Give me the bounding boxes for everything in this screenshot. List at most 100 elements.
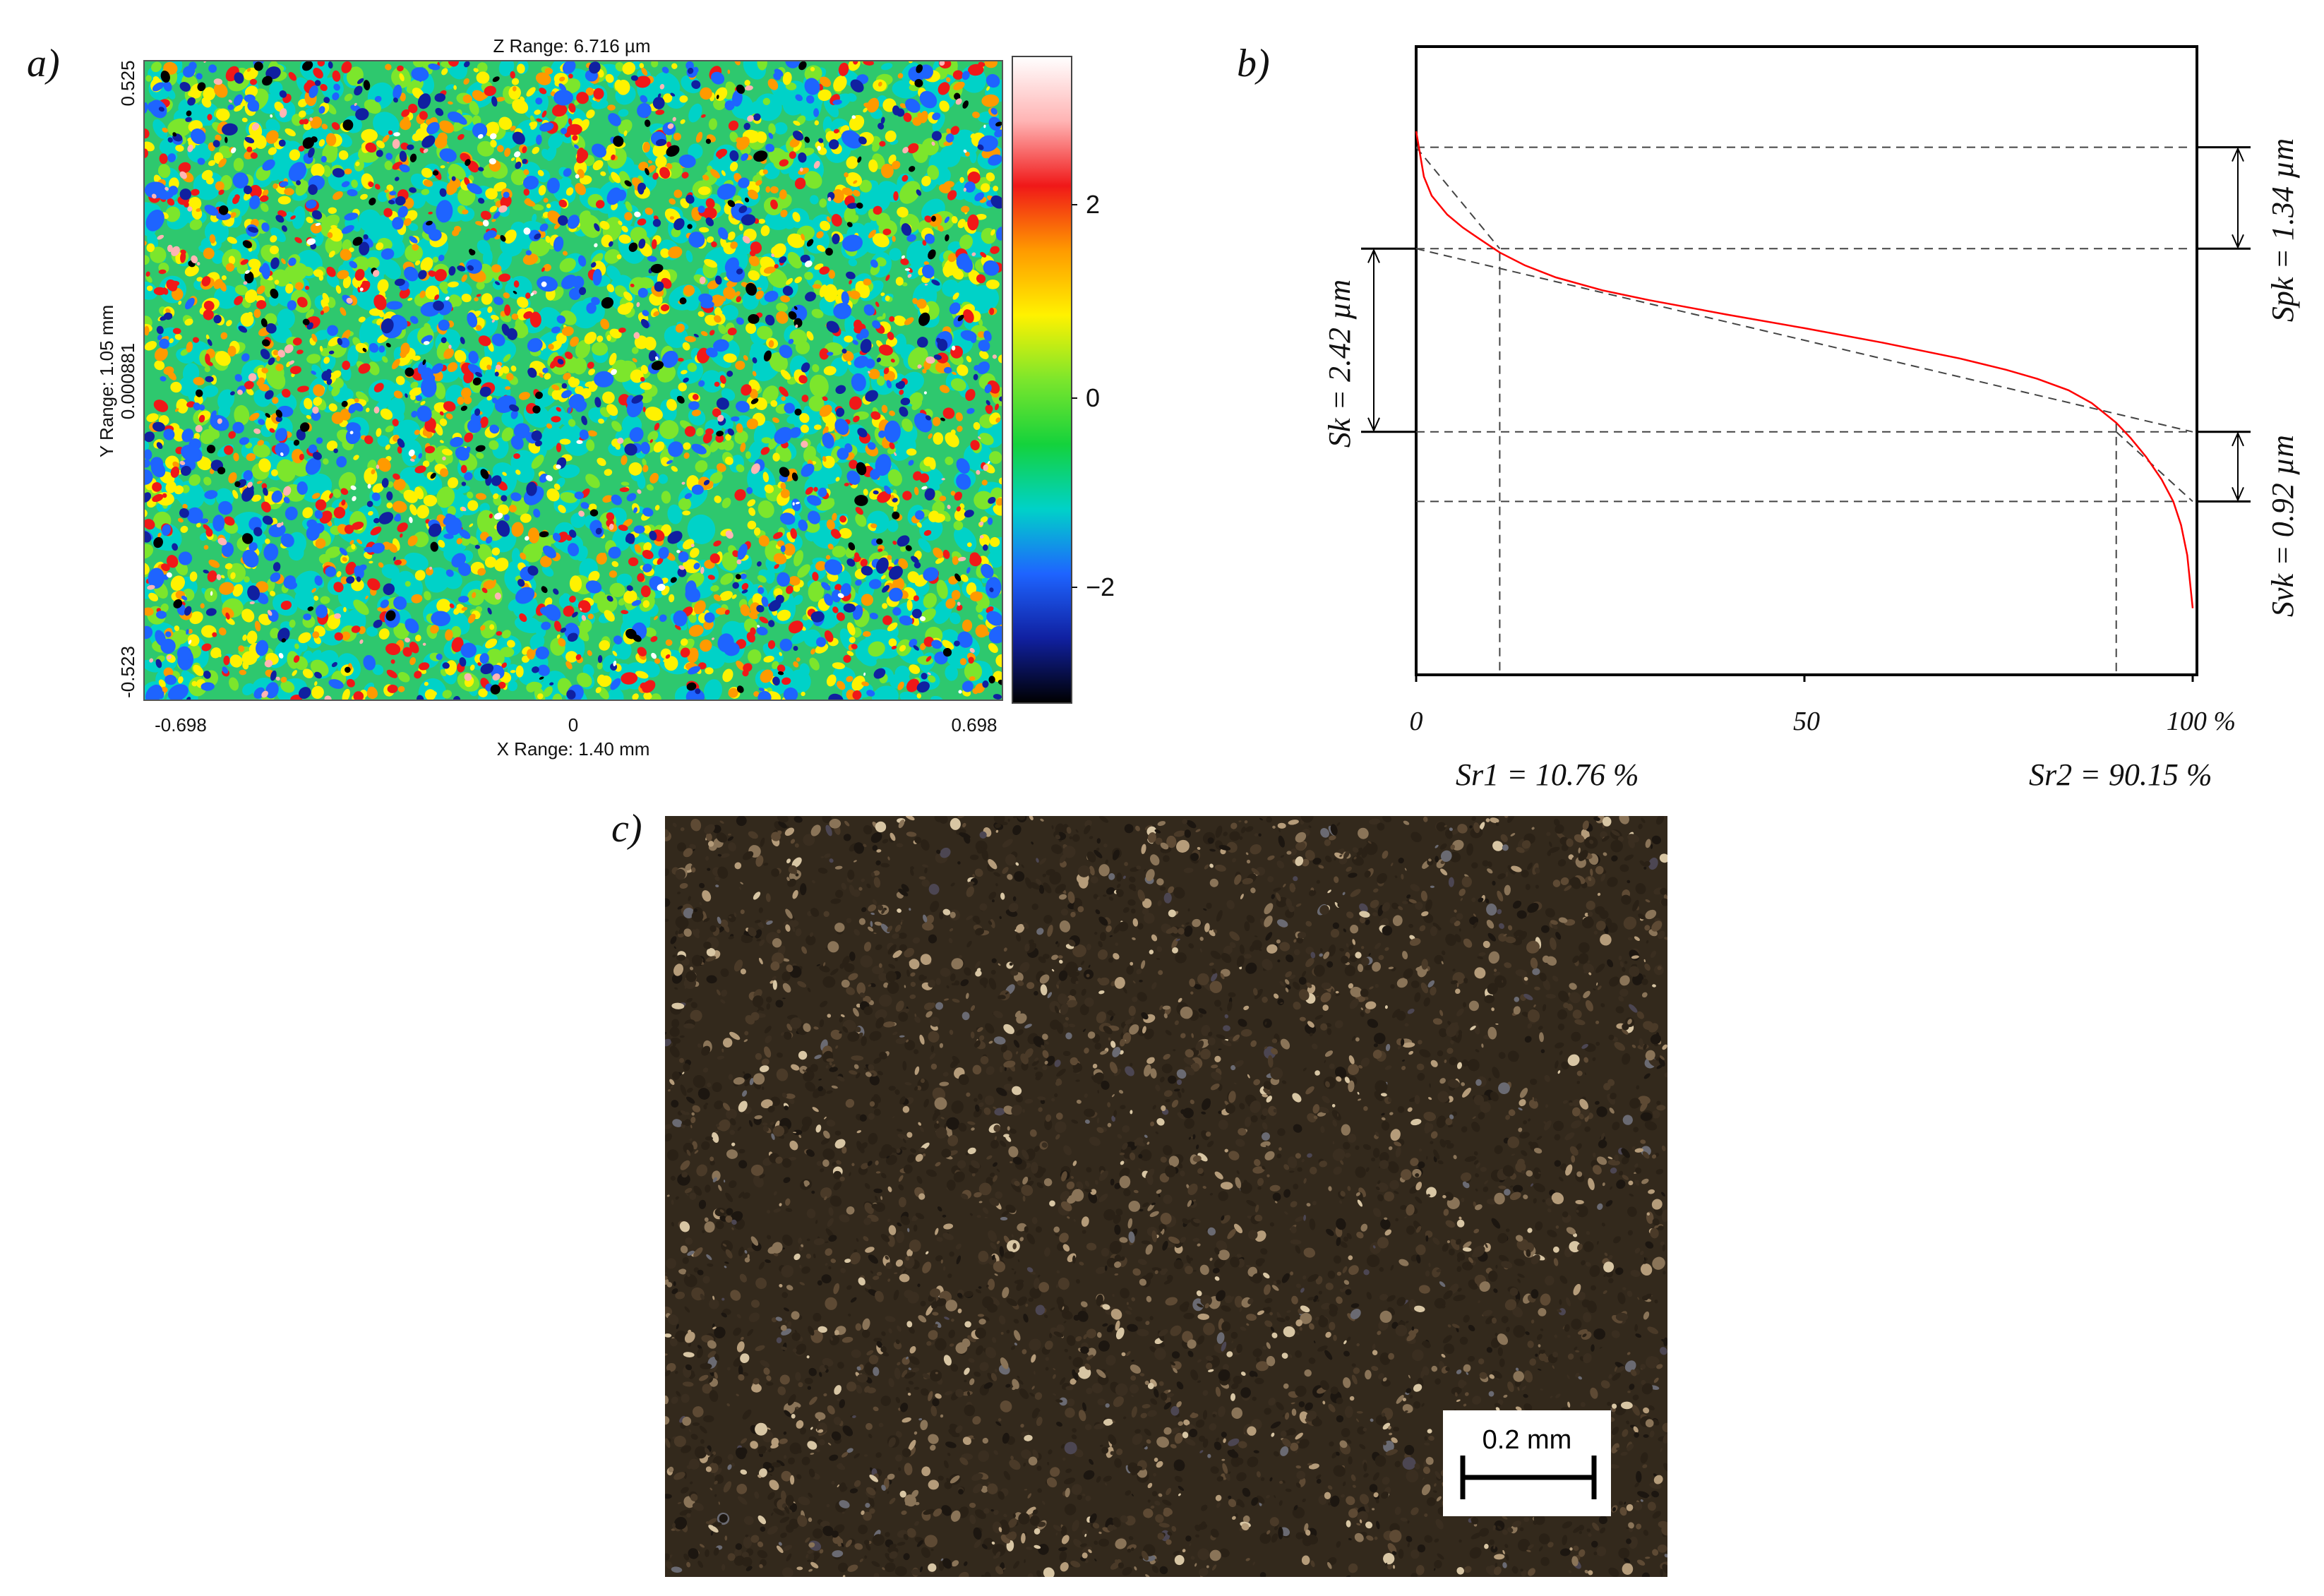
heatmap-cell	[882, 313, 886, 320]
heatmap-cell	[804, 171, 822, 189]
heatmap-cell	[597, 335, 604, 342]
heatmap-cell	[292, 205, 306, 229]
heatmap-cell	[525, 445, 547, 467]
heatmap-cell	[234, 104, 244, 112]
heatmap-cell	[170, 575, 185, 591]
heatmap-cell	[599, 220, 610, 230]
heatmap-cell	[326, 440, 338, 451]
heatmap-cell	[189, 611, 203, 625]
heatmap-cell	[436, 576, 450, 589]
heatmap-cell	[215, 351, 231, 366]
heatmap-cell	[352, 222, 361, 232]
heatmap-cell	[369, 560, 373, 564]
heatmap-cell	[738, 223, 743, 231]
heatmap-cell	[294, 643, 299, 649]
heatmap-cell	[964, 661, 983, 681]
heatmap-cell	[502, 472, 507, 476]
heatmap-cell	[718, 324, 726, 335]
heatmap-cell	[606, 688, 624, 700]
heatmap-cell	[486, 648, 505, 666]
heatmap-cell	[515, 665, 524, 678]
heatmap-cell	[450, 542, 466, 552]
heatmap-cell	[150, 246, 167, 263]
heatmap-cell	[618, 220, 623, 226]
heatmap-cell	[484, 556, 497, 568]
heatmap-cell	[880, 575, 886, 580]
heatmap-cell	[661, 491, 671, 504]
heatmap-cell	[194, 395, 203, 404]
heatmap-cell	[361, 128, 378, 143]
heatmap-cell	[876, 376, 885, 386]
heatmap-cell	[952, 292, 959, 300]
heatmap-cell	[727, 232, 736, 241]
heatmap-xtick-left: -0.698	[155, 714, 207, 736]
heatmap-cell	[298, 98, 308, 107]
heatmap-cell	[772, 661, 779, 670]
heatmap-cell	[959, 503, 965, 509]
heatmap-cell	[563, 356, 580, 373]
heatmap-cell	[758, 218, 765, 224]
heatmap-cell	[757, 500, 774, 518]
heatmap-cell	[974, 491, 994, 510]
heatmap-cell	[515, 469, 521, 475]
sr2-label: Sr2 = 90.15 %	[2029, 757, 2212, 792]
heatmap-cell	[801, 691, 805, 697]
heatmap-cell	[939, 145, 961, 167]
heatmap-cell	[800, 424, 809, 433]
heatmap-cell	[412, 196, 426, 209]
heatmap-cell	[591, 99, 609, 109]
heatmap-cell	[366, 407, 370, 413]
heatmap-cell	[640, 365, 648, 374]
heatmap-cell	[476, 281, 485, 290]
heatmap-cell	[708, 118, 717, 130]
heatmap-cell	[780, 369, 791, 380]
heatmap-cell	[228, 256, 236, 265]
heatmap-cell	[385, 444, 390, 450]
heatmap-cell	[592, 160, 604, 171]
heatmap-cell	[491, 547, 501, 556]
heatmap-cell	[421, 167, 433, 178]
heatmap-cell	[420, 257, 433, 272]
heatmap-cell	[558, 464, 580, 479]
heatmap-cell	[887, 622, 898, 632]
heatmap-cell	[762, 472, 769, 483]
heatmap-cell	[376, 242, 384, 251]
heatmap-cell	[529, 633, 545, 650]
heatmap-cell	[721, 170, 726, 176]
heatmap-cell	[489, 624, 495, 630]
heatmap-cell	[487, 306, 493, 313]
heatmap-cell	[311, 685, 324, 700]
heatmap-cell	[899, 644, 906, 652]
heatmap-cell	[409, 504, 417, 516]
heatmap-cell	[541, 281, 547, 287]
heatmap-cell	[813, 424, 822, 431]
heatmap-cell	[747, 499, 756, 507]
colorbar-tick-0: 0	[1086, 383, 1100, 412]
heatmap-cell	[980, 516, 988, 523]
heatmap-cell	[422, 460, 430, 467]
heatmap-cell	[599, 640, 610, 651]
heatmap-cell	[704, 258, 718, 268]
heatmap-cell	[305, 108, 314, 115]
heatmap-cell	[957, 219, 966, 229]
heatmap-cell	[507, 640, 515, 648]
heatmap-cell	[457, 485, 470, 494]
heatmap-cell	[243, 67, 258, 80]
heatmap-cell	[970, 133, 976, 138]
heatmap-cell	[519, 323, 529, 335]
heatmap-cell	[348, 247, 354, 253]
heatmap-cell	[786, 413, 804, 424]
heatmap-cell	[226, 320, 232, 327]
heatmap-cell	[885, 337, 898, 347]
heatmap-cell	[378, 628, 390, 640]
heatmap-cell	[494, 558, 509, 572]
heatmap-cell	[808, 581, 825, 602]
heatmap-ytick-mid: 0.000881	[117, 343, 138, 419]
heatmap-cell	[623, 589, 637, 604]
heatmap-cell	[364, 467, 378, 485]
panel-b-label: b)	[1237, 42, 1270, 85]
heatmap-cell	[526, 87, 536, 97]
heatmap-cell	[364, 99, 382, 114]
heatmap-cell	[882, 603, 888, 609]
heatmap-cell	[677, 359, 704, 384]
